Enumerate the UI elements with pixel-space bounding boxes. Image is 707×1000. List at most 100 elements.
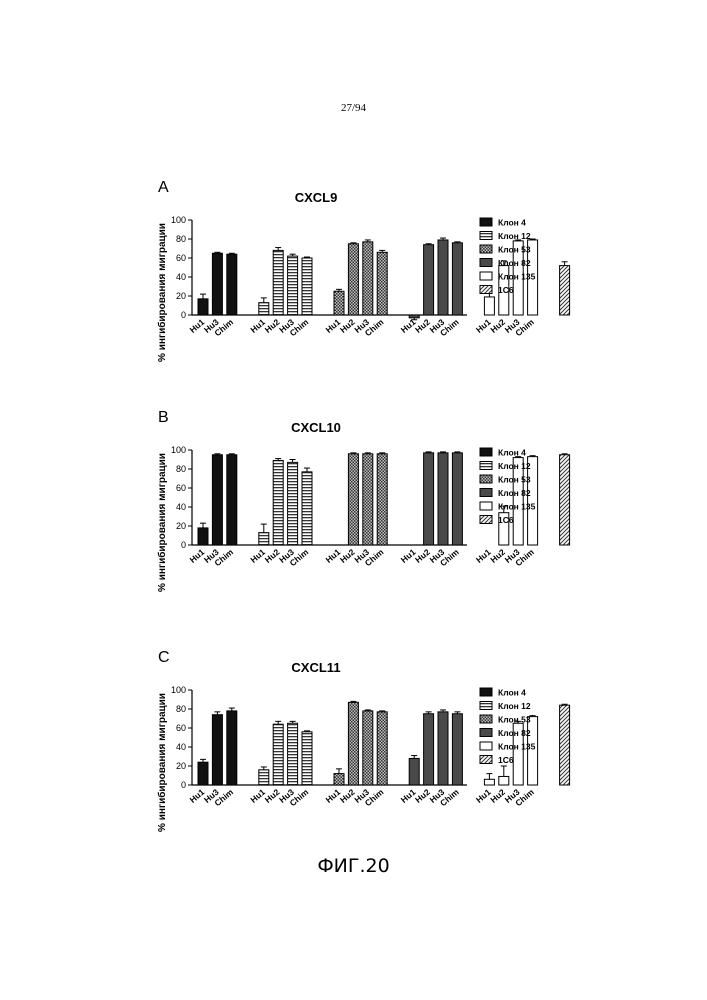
legend-label: 1C6 xyxy=(498,285,514,295)
legend-label: Клон 4 xyxy=(498,688,526,698)
bar xyxy=(452,243,462,315)
bar xyxy=(377,252,387,315)
bar xyxy=(334,774,344,785)
legend-label: Клон 53 xyxy=(498,715,531,725)
y-tick-label: 100 xyxy=(171,215,186,225)
legend-label: Клон 12 xyxy=(498,461,531,471)
bar xyxy=(302,472,312,545)
bar xyxy=(424,453,434,545)
legend-swatch xyxy=(480,286,492,294)
y-axis-label: % ингибирования миграции xyxy=(156,453,168,592)
legend-label: Клон 12 xyxy=(498,701,531,711)
bar xyxy=(302,258,312,315)
legend-swatch xyxy=(480,272,492,280)
bar xyxy=(227,711,237,785)
legend-swatch xyxy=(480,218,492,226)
figure-caption: ФИГ.20 xyxy=(0,855,707,877)
y-tick-label: 20 xyxy=(176,291,186,301)
legend-swatch xyxy=(480,702,492,710)
legend-label: Клон 12 xyxy=(498,231,531,241)
legend-label: Клон 82 xyxy=(498,728,531,738)
y-tick-label: 80 xyxy=(176,704,186,714)
legend-label: Клон 135 xyxy=(498,272,536,282)
legend-swatch xyxy=(480,448,492,456)
legend-label: Клон 82 xyxy=(498,258,531,268)
bar xyxy=(377,454,387,545)
y-axis-label: % ингибирования миграции xyxy=(156,223,168,362)
bar xyxy=(560,266,570,315)
legend-label: Клон 53 xyxy=(498,245,531,255)
bar xyxy=(348,702,358,785)
bar xyxy=(334,291,344,315)
bar xyxy=(273,250,283,315)
bar xyxy=(288,256,298,315)
y-tick-label: 0 xyxy=(181,540,186,550)
chart-title: CXCL10 xyxy=(291,420,341,435)
panel-letter: A xyxy=(158,179,169,196)
bar xyxy=(438,453,448,545)
legend-swatch xyxy=(480,516,492,524)
y-tick-label: 20 xyxy=(176,521,186,531)
y-tick-label: 60 xyxy=(176,483,186,493)
bar xyxy=(227,254,237,315)
chart-panel-a: ACXCL9% ингибирования миграции0204060801… xyxy=(0,170,707,390)
bar xyxy=(424,714,434,785)
y-tick-label: 80 xyxy=(176,464,186,474)
bar xyxy=(288,462,298,545)
legend-label: Клон 135 xyxy=(498,502,536,512)
bar xyxy=(560,455,570,545)
panel-letter: C xyxy=(158,649,170,666)
bar xyxy=(212,253,222,315)
y-tick-label: 0 xyxy=(181,310,186,320)
bar xyxy=(212,455,222,545)
legend-label: Клон 4 xyxy=(498,448,526,458)
bar xyxy=(259,770,269,785)
chart-title: CXCL11 xyxy=(291,660,340,675)
legend-label: 1C6 xyxy=(498,755,514,765)
bar xyxy=(484,779,494,785)
legend-label: 1C6 xyxy=(498,515,514,525)
legend-swatch xyxy=(480,688,492,696)
bar xyxy=(212,715,222,785)
bar xyxy=(363,454,373,545)
legend-label: Клон 135 xyxy=(498,742,536,752)
page-number: 27/94 xyxy=(0,102,707,114)
bar xyxy=(198,762,208,785)
legend-label: Клон 4 xyxy=(498,218,526,228)
legend-swatch xyxy=(480,245,492,253)
bar xyxy=(409,758,419,785)
chart-panel-c: CCXCL11% ингибирования миграции020406080… xyxy=(0,640,707,860)
y-tick-label: 40 xyxy=(176,502,186,512)
legend-swatch xyxy=(480,475,492,483)
y-tick-label: 40 xyxy=(176,272,186,282)
chart-title: CXCL9 xyxy=(295,190,338,205)
legend-swatch xyxy=(480,259,492,267)
legend-swatch xyxy=(480,462,492,470)
bar xyxy=(424,245,434,315)
y-axis-label: % ингибирования миграции xyxy=(156,693,168,832)
bar xyxy=(438,240,448,315)
legend-swatch xyxy=(480,729,492,737)
legend-swatch xyxy=(480,756,492,764)
bar xyxy=(198,528,208,545)
bar xyxy=(348,244,358,315)
bar xyxy=(259,303,269,315)
bar xyxy=(198,299,208,315)
bar xyxy=(499,776,509,785)
legend-label: Клон 82 xyxy=(498,488,531,498)
chart-panel-b: BCXCL10% ингибирования миграции020406080… xyxy=(0,400,707,620)
bar xyxy=(259,533,269,545)
legend-swatch xyxy=(480,489,492,497)
y-tick-label: 20 xyxy=(176,761,186,771)
bar xyxy=(363,711,373,785)
bar xyxy=(273,460,283,545)
y-tick-label: 100 xyxy=(171,445,186,455)
bar xyxy=(348,454,358,545)
legend-swatch xyxy=(480,502,492,510)
y-tick-label: 60 xyxy=(176,253,186,263)
bar xyxy=(302,732,312,785)
legend-label: Клон 53 xyxy=(498,475,531,485)
bar xyxy=(484,297,494,315)
y-tick-label: 0 xyxy=(181,780,186,790)
bar xyxy=(560,705,570,785)
